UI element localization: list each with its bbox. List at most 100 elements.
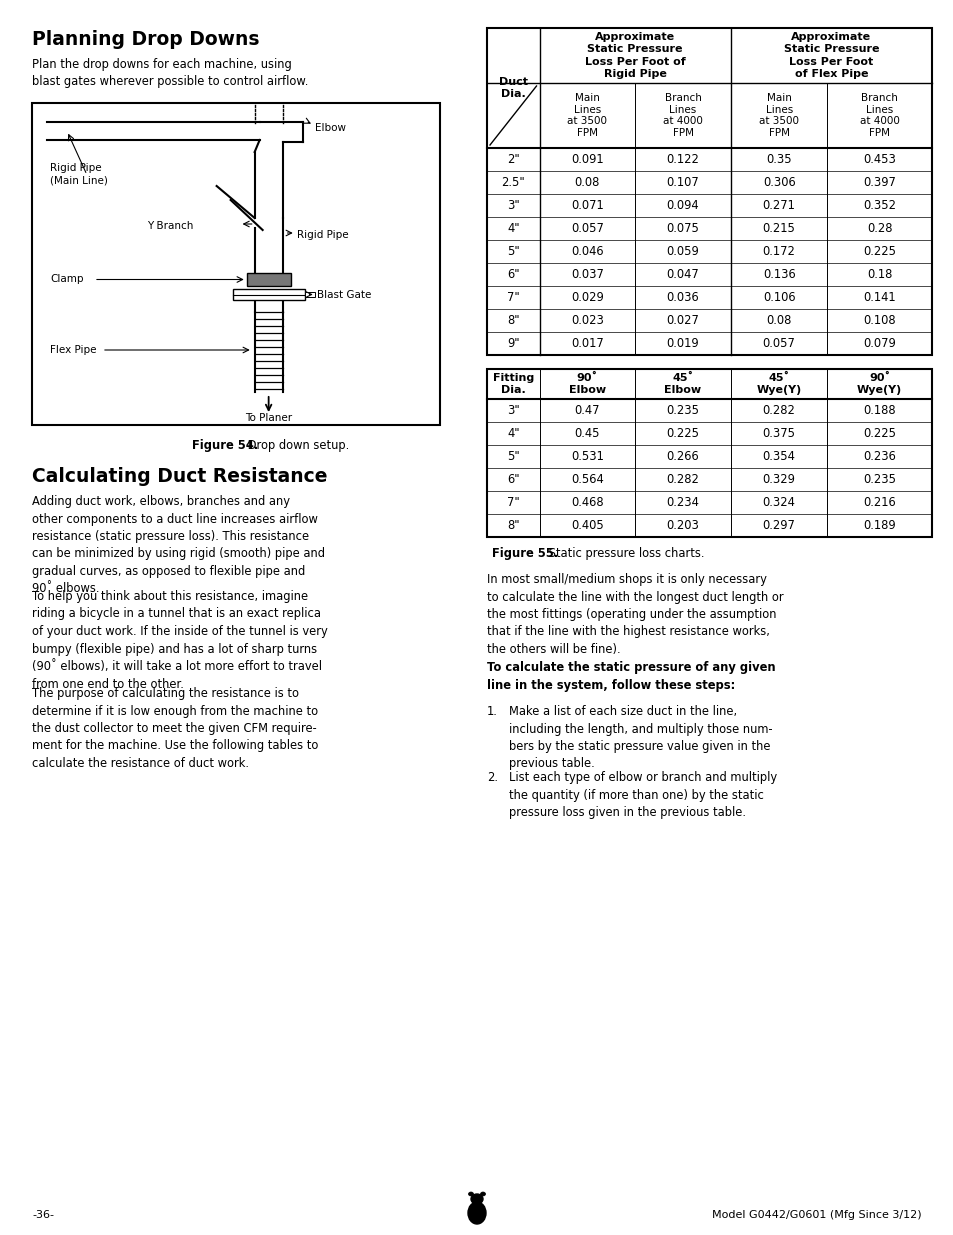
- Text: 0.079: 0.079: [862, 337, 895, 350]
- Bar: [486, 369, 931, 537]
- Bar: [32, 103, 439, 425]
- Text: 0.046: 0.046: [571, 245, 603, 258]
- Text: Clamp: Clamp: [50, 274, 84, 284]
- Text: 0.531: 0.531: [570, 450, 603, 463]
- Text: 8": 8": [506, 314, 519, 327]
- Text: Planning Drop Downs: Planning Drop Downs: [32, 30, 259, 49]
- Text: 0.235: 0.235: [666, 404, 699, 417]
- Text: 0.036: 0.036: [666, 291, 699, 304]
- Text: 5": 5": [506, 245, 519, 258]
- Text: Duct
Dia.: Duct Dia.: [498, 77, 527, 99]
- Text: 2.5": 2.5": [501, 177, 524, 189]
- Text: 0.329: 0.329: [761, 473, 795, 487]
- Text: 0.225: 0.225: [862, 245, 895, 258]
- Text: Figure 54.: Figure 54.: [192, 438, 258, 452]
- Text: To help you think about this resistance, imagine
riding a bicycle in a tunnel th: To help you think about this resistance,…: [32, 590, 328, 690]
- Text: 0.375: 0.375: [761, 427, 795, 440]
- Text: 5": 5": [506, 450, 519, 463]
- Text: Adding duct work, elbows, branches and any
other components to a duct line incre: Adding duct work, elbows, branches and a…: [32, 495, 325, 595]
- Text: 6": 6": [506, 473, 519, 487]
- Ellipse shape: [471, 1194, 482, 1204]
- Text: 0.203: 0.203: [666, 519, 699, 532]
- Bar: [486, 28, 931, 354]
- Text: 0.107: 0.107: [666, 177, 699, 189]
- Text: 3": 3": [506, 199, 519, 212]
- Text: 0.094: 0.094: [666, 199, 699, 212]
- Text: To calculate the static pressure of any given
line in the system, follow these s: To calculate the static pressure of any …: [486, 661, 775, 692]
- Text: 45˚
Wye(Y): 45˚ Wye(Y): [756, 373, 801, 395]
- Text: Figure 55.: Figure 55.: [492, 547, 558, 559]
- Text: 6": 6": [506, 268, 519, 282]
- Text: 0.172: 0.172: [761, 245, 795, 258]
- Text: 0.45: 0.45: [574, 427, 599, 440]
- Text: 0.47: 0.47: [574, 404, 599, 417]
- Text: 0.282: 0.282: [666, 473, 699, 487]
- Text: List each type of elbow or branch and multiply
the quantity (if more than one) b: List each type of elbow or branch and mu…: [509, 771, 777, 819]
- Text: Branch
Lines
at 4000
FPM: Branch Lines at 4000 FPM: [859, 93, 899, 138]
- Text: 0.453: 0.453: [862, 153, 895, 165]
- Text: 0.08: 0.08: [574, 177, 599, 189]
- Text: Rigid Pipe: Rigid Pipe: [296, 230, 348, 240]
- Text: 9": 9": [506, 337, 519, 350]
- Text: 3": 3": [506, 404, 519, 417]
- Text: 1.: 1.: [486, 705, 497, 718]
- Text: 0.059: 0.059: [666, 245, 699, 258]
- Text: Make a list of each size duct in the line,
including the length, and multiply th: Make a list of each size duct in the lin…: [509, 705, 772, 771]
- Text: Drop down setup.: Drop down setup.: [244, 438, 349, 452]
- Text: 4": 4": [506, 427, 519, 440]
- Bar: [247, 273, 291, 287]
- Text: 0.108: 0.108: [862, 314, 895, 327]
- Text: 7": 7": [506, 291, 519, 304]
- Text: 0.017: 0.017: [571, 337, 603, 350]
- Text: Flex Pipe: Flex Pipe: [50, 345, 96, 354]
- Text: 0.029: 0.029: [571, 291, 603, 304]
- Text: 0.282: 0.282: [761, 404, 795, 417]
- Text: In most small/medium shops it is only necessary
to calculate the line with the l: In most small/medium shops it is only ne…: [486, 573, 782, 656]
- Text: Approximate
Static Pressure
Loss Per Foot
of Flex Pipe: Approximate Static Pressure Loss Per Foo…: [782, 32, 879, 79]
- Text: 0.354: 0.354: [761, 450, 795, 463]
- Text: 0.18: 0.18: [866, 268, 891, 282]
- Text: 0.324: 0.324: [761, 496, 795, 509]
- Text: 0.019: 0.019: [666, 337, 699, 350]
- Text: 0.35: 0.35: [765, 153, 791, 165]
- Text: 4": 4": [506, 222, 519, 235]
- Text: 90˚
Wye(Y): 90˚ Wye(Y): [856, 373, 902, 395]
- Text: Plan the drop downs for each machine, using
blast gates wherever possible to con: Plan the drop downs for each machine, us…: [32, 58, 308, 89]
- Text: 0.564: 0.564: [571, 473, 603, 487]
- Text: 0.306: 0.306: [762, 177, 795, 189]
- Ellipse shape: [480, 1192, 485, 1195]
- Text: 2": 2": [506, 153, 519, 165]
- Text: 0.189: 0.189: [862, 519, 895, 532]
- Ellipse shape: [468, 1192, 473, 1195]
- Text: 0.236: 0.236: [862, 450, 895, 463]
- Text: Approximate
Static Pressure
Loss Per Foot of
Rigid Pipe: Approximate Static Pressure Loss Per Foo…: [584, 32, 685, 79]
- Text: 0.405: 0.405: [571, 519, 603, 532]
- Text: 0.352: 0.352: [862, 199, 895, 212]
- Text: 0.071: 0.071: [571, 199, 603, 212]
- Text: 8": 8": [506, 519, 519, 532]
- Text: Blast Gate: Blast Gate: [316, 289, 371, 300]
- Text: 0.057: 0.057: [761, 337, 795, 350]
- Text: 0.027: 0.027: [666, 314, 699, 327]
- Text: To Planer: To Planer: [245, 412, 292, 424]
- Text: -36-: -36-: [32, 1210, 54, 1220]
- Text: 0.266: 0.266: [666, 450, 699, 463]
- Text: 0.106: 0.106: [762, 291, 795, 304]
- Text: Main
Lines
at 3500
FPM: Main Lines at 3500 FPM: [759, 93, 799, 138]
- Text: 0.468: 0.468: [571, 496, 603, 509]
- Text: 0.136: 0.136: [762, 268, 795, 282]
- Ellipse shape: [468, 1202, 485, 1224]
- Text: 0.216: 0.216: [862, 496, 895, 509]
- Text: Static pressure loss charts.: Static pressure loss charts.: [544, 547, 703, 559]
- Text: Elbow: Elbow: [314, 124, 345, 133]
- Text: 7": 7": [506, 496, 519, 509]
- Text: 0.397: 0.397: [862, 177, 895, 189]
- Text: 0.28: 0.28: [866, 222, 891, 235]
- Text: 90˚
Elbow: 90˚ Elbow: [568, 373, 605, 395]
- Text: Rigid Pipe
(Main Line): Rigid Pipe (Main Line): [50, 163, 108, 185]
- Text: 0.141: 0.141: [862, 291, 895, 304]
- Text: 0.08: 0.08: [765, 314, 791, 327]
- Text: 0.225: 0.225: [862, 427, 895, 440]
- Text: 0.047: 0.047: [666, 268, 699, 282]
- Text: 0.037: 0.037: [570, 268, 603, 282]
